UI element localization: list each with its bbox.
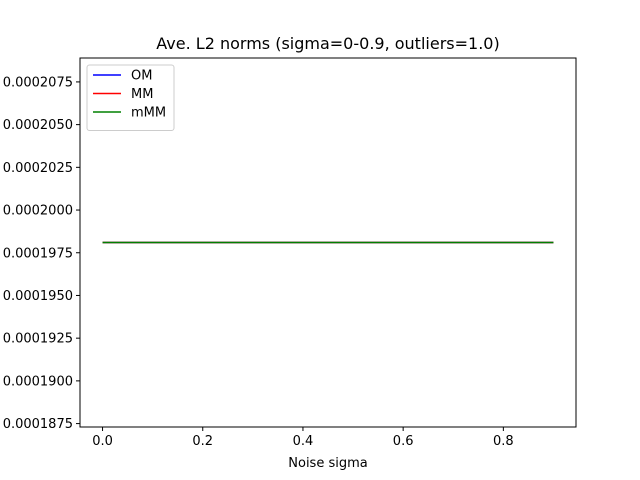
y-tick-label: 0.0001975 <box>3 246 73 261</box>
y-tick-label: 0.0001875 <box>3 417 73 432</box>
y-tick-label: 0.0001925 <box>3 332 73 347</box>
x-axis-label: Noise sigma <box>288 456 367 471</box>
y-tick-label: 0.0002025 <box>3 161 73 176</box>
legend-box <box>86 64 175 131</box>
y-axis: 0.0001875 0.0001900 0.0001925 0.0001950 0.00… <box>3 75 80 432</box>
x-tick-label: 0.2 <box>192 434 213 449</box>
y-tick-label: 0.0002075 <box>3 75 73 90</box>
x-tick-label: 0.4 <box>293 434 314 449</box>
y-tick-label: 0.0002050 <box>3 118 73 133</box>
y-tick-label: 0.0002000 <box>3 204 73 219</box>
legend-label-mm: MM <box>131 87 153 102</box>
x-tick-label: 0.6 <box>393 434 414 449</box>
legend: OM MM mMM <box>86 64 175 131</box>
chart-title: Ave. L2 norms (sigma=0-0.9, outliers=1.0… <box>156 34 499 53</box>
legend-label-mmm: mMM <box>131 106 166 121</box>
y-tick-label: 0.0001950 <box>3 289 73 304</box>
legend-label-om: OM <box>131 69 152 84</box>
x-axis: 0.0 0.2 0.4 0.6 0.8 <box>92 427 514 449</box>
plot-frame <box>79 57 577 428</box>
x-tick-label: 0.8 <box>493 434 514 449</box>
y-tick-label: 0.0001900 <box>3 374 73 389</box>
x-tick-label: 0.0 <box>92 434 113 449</box>
